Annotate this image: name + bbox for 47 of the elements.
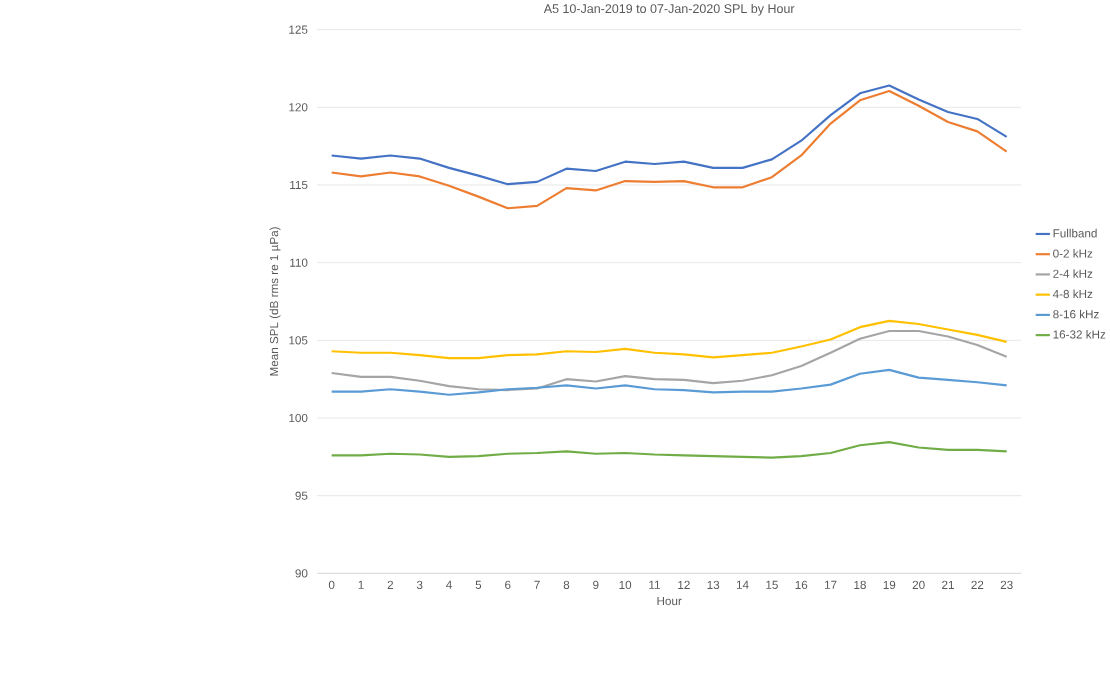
x-tick-label: 15 bbox=[766, 580, 778, 589]
y-tick-label: 115 bbox=[290, 180, 308, 189]
x-tick-label: 12 bbox=[678, 580, 690, 589]
y-tick-label: 105 bbox=[289, 335, 308, 345]
line-series bbox=[330, 368, 1008, 396]
x-tick-label: 21 bbox=[942, 580, 954, 589]
line-series bbox=[330, 84, 1008, 186]
legend-label: 8-16 kHz bbox=[1053, 309, 1099, 319]
x-tick-label: 7 bbox=[534, 580, 540, 589]
legend-label: 4-8 kHz bbox=[1052, 289, 1093, 298]
x-tick-label: 16 bbox=[795, 580, 808, 589]
x-tick-label: 2 bbox=[387, 580, 394, 589]
y-tick-label: 120 bbox=[289, 102, 308, 112]
line-series bbox=[330, 329, 1008, 391]
x-tick-label: 23 bbox=[1000, 580, 1013, 589]
chart-title: A5 10-Jan-2019 to 07-Jan-2020 SPL by Hour bbox=[543, 3, 795, 16]
x-tick-label: 19 bbox=[883, 580, 896, 589]
y-axis-title: Mean SPL (dB rms re 1 µPa) bbox=[269, 227, 281, 376]
line-series bbox=[330, 89, 1008, 210]
x-tick-label: 17 bbox=[824, 580, 837, 589]
x-tick-label: 6 bbox=[505, 580, 511, 589]
x-tick-label: 20 bbox=[912, 580, 925, 589]
y-tick-label: 90 bbox=[295, 569, 308, 578]
x-tick-label: 3 bbox=[416, 580, 423, 589]
x-tick-label: 22 bbox=[971, 580, 984, 589]
x-tick-label: 8 bbox=[563, 580, 570, 589]
x-tick-label: 4 bbox=[446, 580, 452, 589]
legend-label: 2-4 kHz bbox=[1053, 269, 1093, 278]
y-tick-label: 125 bbox=[289, 25, 308, 34]
x-tick-label: 13 bbox=[707, 580, 720, 589]
y-tick-label: 110 bbox=[290, 258, 308, 267]
x-tick-label: 5 bbox=[475, 580, 482, 589]
legend-label: 0-2 kHz bbox=[1053, 248, 1093, 258]
x-tick-label: 18 bbox=[854, 580, 866, 589]
x-tick-label: 1 bbox=[358, 580, 364, 589]
x-axis-title: Hour bbox=[657, 596, 682, 605]
x-tick-label: 10 bbox=[619, 580, 632, 589]
y-tick-label: 100 bbox=[289, 413, 308, 422]
x-tick-label: 14 bbox=[736, 580, 749, 589]
legend-label: Fullband bbox=[1053, 228, 1097, 238]
legend-label: 16-32 kHz bbox=[1053, 329, 1106, 339]
x-tick-label: 9 bbox=[593, 580, 599, 589]
x-tick-label: 11 bbox=[649, 580, 660, 589]
y-tick-label: 95 bbox=[295, 491, 308, 500]
line-series bbox=[330, 319, 1008, 360]
line-series bbox=[330, 440, 1008, 459]
x-tick-label: 0 bbox=[328, 580, 335, 589]
